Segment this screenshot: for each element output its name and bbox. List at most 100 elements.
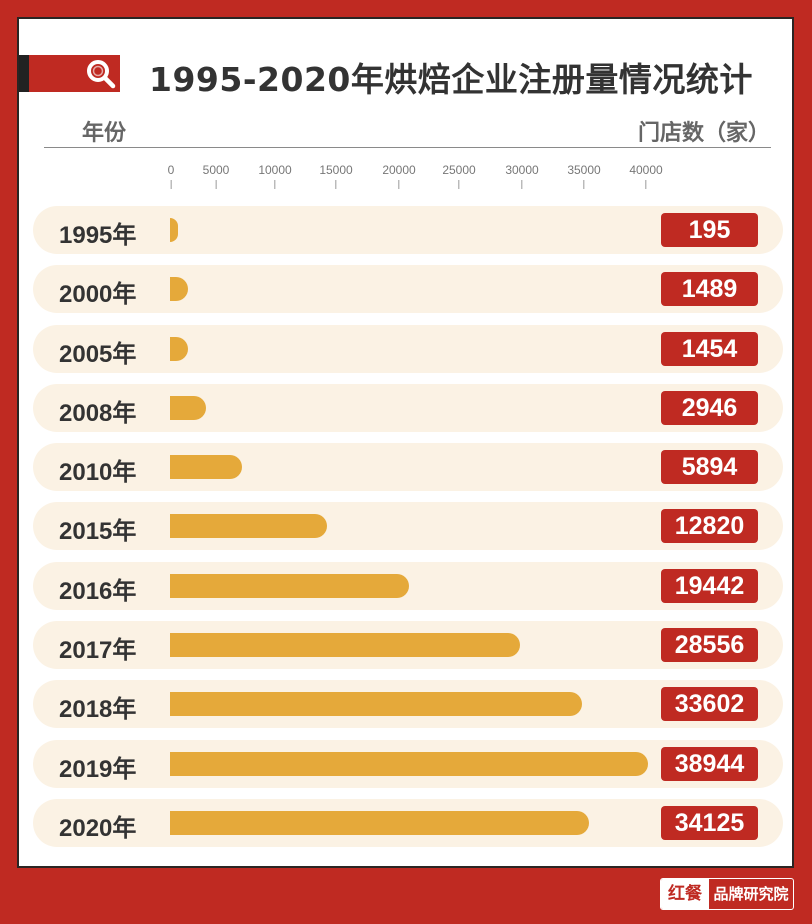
axis-tick-label: 40000	[629, 163, 663, 177]
year-label: 2018年	[59, 689, 136, 724]
bar-row: 2018年 33602	[33, 680, 783, 729]
brand-name: 品牌研究院	[713, 885, 789, 903]
axis-tick-mark	[335, 180, 337, 189]
value-badge: 19442	[661, 568, 758, 603]
value-badge: 5894	[661, 450, 758, 485]
axis-tick-label: 35000	[567, 163, 601, 177]
bar	[170, 573, 409, 598]
bar	[170, 455, 242, 480]
year-number: 2017	[59, 637, 113, 665]
axis-tick: 5000	[202, 163, 230, 189]
year-label: 2015年	[59, 511, 136, 546]
axis-tick: 20000	[382, 163, 416, 189]
year-label: 1995年	[59, 215, 136, 250]
bar-row: 2000年 1489	[33, 265, 783, 314]
year-label: 2017年	[59, 630, 136, 665]
value-badge: 195	[661, 213, 758, 247]
header-divider	[44, 147, 771, 148]
axis-tick: 0	[167, 163, 175, 189]
bar-rows: 1995年 195 2000年 1489 2005年 1454 2008年 2946 2010年…	[33, 206, 783, 858]
bar-row: 2008年 2946	[33, 383, 783, 432]
year-number: 2016	[59, 577, 113, 605]
year-suffix: 年	[112, 754, 137, 783]
value-badge: 33602	[661, 687, 758, 722]
value-badge: 12820	[661, 509, 758, 544]
bar	[170, 810, 589, 835]
value-badge: 28556	[661, 628, 758, 663]
title-tab	[19, 55, 120, 92]
year-number: 2019	[59, 755, 113, 783]
value-badge: 1454	[661, 331, 758, 366]
year-label: 2008年	[59, 393, 136, 428]
count-column-label: 门店数（家）	[637, 121, 770, 146]
chart-title: 1995-2020年烘焙企业注册量情况统计	[149, 60, 753, 99]
brand-logo-mark: 红餐	[661, 879, 709, 909]
year-label: 2020年	[59, 808, 136, 843]
bar	[170, 277, 188, 302]
bar-row: 2019年 38944	[33, 739, 783, 788]
axis-tick: 15000	[319, 163, 353, 189]
search-icon	[87, 60, 116, 89]
bar	[170, 633, 520, 658]
year-suffix: 年	[112, 517, 137, 546]
bar	[170, 395, 206, 420]
axis-tick: 30000	[505, 163, 539, 189]
bar-row: 2015年 12820	[33, 502, 783, 551]
year-suffix: 年	[112, 576, 137, 605]
bar-row: 2016年 19442	[33, 561, 783, 610]
bar	[170, 751, 648, 776]
value-badge: 34125	[661, 805, 758, 840]
year-suffix: 年	[112, 458, 137, 487]
bar-row: 2010年 5894	[33, 443, 783, 492]
value-badge: 1489	[661, 272, 758, 307]
axis-tick-label: 10000	[258, 163, 292, 177]
axis-tick-label: 25000	[442, 163, 476, 177]
year-number: 2018	[59, 696, 113, 724]
axis-tick-mark	[398, 180, 400, 189]
year-suffix: 年	[112, 398, 137, 427]
bar	[170, 514, 327, 539]
bar-row: 2005年 1454	[33, 324, 783, 373]
year-label: 2010年	[59, 452, 136, 487]
axis-tick-label: 5000	[202, 163, 230, 177]
value-badge: 2946	[661, 390, 758, 425]
axis-tick-label: 30000	[505, 163, 539, 177]
value-badge: 38944	[661, 746, 758, 781]
axis-tick-mark	[645, 180, 647, 189]
year-suffix: 年	[112, 813, 137, 842]
bar	[170, 336, 188, 361]
axis-tick: 25000	[442, 163, 476, 189]
axis-tick: 10000	[258, 163, 292, 189]
year-number: 2015	[59, 518, 113, 546]
axis-tick-mark	[583, 180, 585, 189]
axis-tick-mark	[215, 180, 217, 189]
year-suffix: 年	[112, 695, 137, 724]
bar	[170, 218, 178, 242]
axis-tick: 35000	[567, 163, 601, 189]
axis-tick-mark	[170, 180, 172, 189]
year-number: 2010	[59, 459, 113, 487]
year-suffix: 年	[112, 221, 137, 249]
bar-row: 2017年 28556	[33, 621, 783, 670]
year-number: 1995	[59, 222, 113, 249]
year-number: 2020	[59, 814, 113, 842]
axis-tick: 40000	[629, 163, 663, 189]
brand-logo: 红餐 品牌研究院	[660, 878, 794, 910]
year-suffix: 年	[112, 339, 137, 368]
year-column-label: 年份	[82, 121, 127, 146]
year-suffix: 年	[112, 636, 137, 665]
axis-tick-label: 20000	[382, 163, 416, 177]
year-number: 2008	[59, 399, 113, 427]
bar	[170, 692, 582, 717]
axis-tick-mark	[458, 180, 460, 189]
year-label: 2005年	[59, 334, 136, 369]
year-label: 2019年	[59, 749, 136, 784]
axis-tick-label: 0	[167, 163, 175, 177]
year-label: 2000年	[59, 274, 136, 309]
year-number: 2005	[59, 340, 113, 368]
chart-card: 1995-2020年烘焙企业注册量情况统计 年份 门店数（家） 0 5000 100…	[17, 17, 794, 868]
year-label: 2016年	[59, 571, 136, 606]
axis-tick-mark	[274, 180, 276, 189]
axis-tick-label: 15000	[319, 163, 353, 177]
bar-row: 1995年 195	[33, 206, 783, 254]
